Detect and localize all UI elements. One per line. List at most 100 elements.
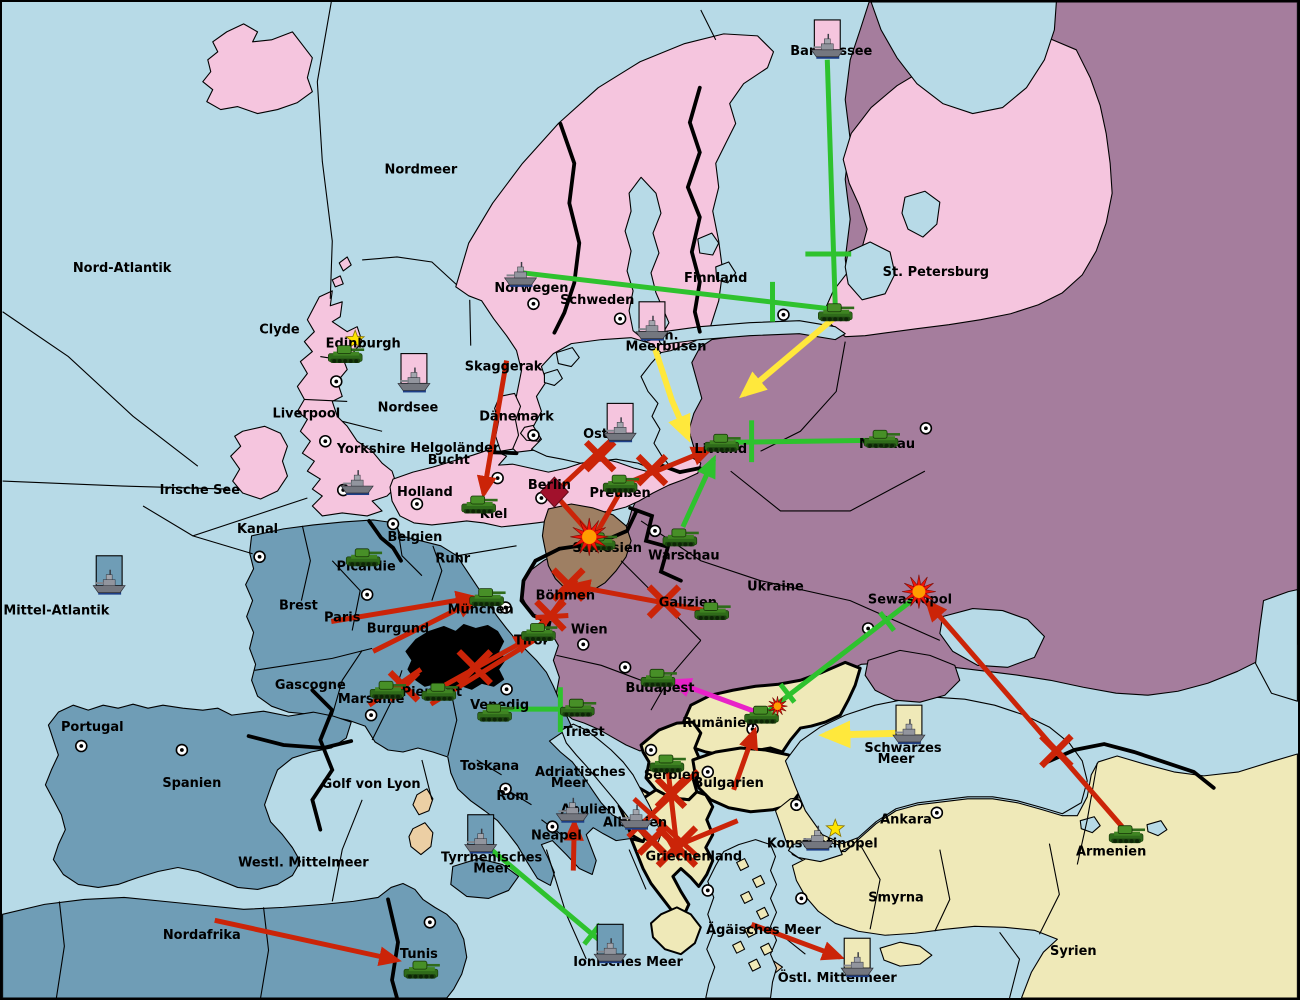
army-unit[interactable]: [461, 495, 498, 514]
fleet-unit[interactable]: [503, 261, 538, 287]
region-gulf-of-finland[interactable]: [655, 320, 846, 346]
region-kaspisches-meer[interactable]: [1255, 589, 1298, 702]
label-sewastopol: Sewastopol: [868, 593, 952, 608]
fleet-unit[interactable]: [619, 804, 653, 830]
region-ladogasee[interactable]: [844, 241, 896, 301]
region-st-petersburg[interactable]: [824, 38, 1113, 338]
province-border-line: [700, 9, 717, 41]
fleet-unit[interactable]: [635, 315, 669, 341]
label-westl-mittelmeer: Westl. Mittelmeer: [238, 856, 369, 871]
fleet-unit[interactable]: [555, 797, 589, 823]
army-unit[interactable]: [345, 548, 383, 567]
region-insel-7[interactable]: [760, 942, 774, 956]
region-finn-see-1[interactable]: [697, 232, 720, 256]
national-border-line: [310, 688, 335, 832]
army-unit[interactable]: [640, 668, 677, 687]
province-border-line: [396, 523, 423, 577]
region-sardinien[interactable]: [408, 822, 434, 856]
region-iberia[interactable]: [44, 703, 352, 890]
region-insel-1[interactable]: [736, 858, 750, 872]
order-arrow-red: [632, 796, 700, 859]
label-skaggerak: Skaggerak: [465, 360, 543, 375]
region-anatolien-syrien[interactable]: [791, 753, 1298, 998]
supply-center-icon: [795, 892, 808, 905]
region-schweden-see-1[interactable]: [555, 347, 580, 368]
region-korsika[interactable]: [412, 788, 434, 816]
label-toskana: Toskana: [460, 759, 519, 774]
fleet-unit[interactable]: [593, 938, 627, 964]
province-border-line: [2, 480, 228, 490]
region-orkney[interactable]: [331, 275, 344, 288]
region-onegasee[interactable]: [901, 190, 941, 238]
region-insel-6[interactable]: [732, 940, 746, 954]
region-zypern[interactable]: [879, 941, 933, 967]
army-unit[interactable]: [649, 754, 686, 773]
supply-center-icon: [648, 524, 662, 538]
order-arrow-green: [680, 454, 717, 528]
region-insel-5[interactable]: [744, 924, 758, 938]
label-finnland: Finnland: [684, 271, 747, 286]
region-krim[interactable]: [864, 649, 961, 703]
fleet-unit[interactable]: [892, 719, 926, 745]
region-insel-3[interactable]: [740, 890, 754, 904]
label-rum-nien: Rumänien: [682, 716, 755, 731]
label-paris: Paris: [324, 611, 361, 626]
province-border-line: [628, 849, 647, 890]
army-unit[interactable]: [477, 703, 514, 722]
supply-center-icon: [618, 661, 632, 674]
region-iceland[interactable]: [202, 23, 313, 115]
region-insel-2[interactable]: [752, 874, 766, 888]
army-unit[interactable]: [560, 698, 597, 717]
order-arrow-magenta: [668, 678, 758, 715]
fleet-owner-box: [895, 704, 923, 736]
supply-center-icon: [701, 765, 715, 779]
region-peloponnes[interactable]: [650, 906, 702, 956]
failed-order-icon: [646, 584, 682, 619]
army-unit[interactable]: [744, 705, 781, 724]
province-border-line: [300, 525, 311, 601]
supply-center-icon: [777, 308, 790, 322]
fleet-unit[interactable]: [840, 952, 874, 978]
label-irische-see: Irische See: [160, 483, 241, 498]
region-shetland[interactable]: [338, 256, 352, 272]
region-nordafrika[interactable]: [2, 882, 468, 998]
supply-center-icon: [576, 638, 590, 651]
region-insel-4[interactable]: [756, 906, 770, 920]
region-ireland[interactable]: [230, 425, 289, 500]
fleet-unit[interactable]: [340, 470, 374, 496]
fleet-unit[interactable]: [397, 367, 431, 393]
fleet-unit[interactable]: [810, 33, 844, 59]
army-unit[interactable]: [863, 429, 900, 448]
region-finn-see-2[interactable]: [715, 261, 737, 284]
label-nordmeer: Nordmeer: [385, 162, 458, 177]
army-unit[interactable]: [403, 960, 440, 979]
region-tuerkei-see-2[interactable]: [1146, 820, 1168, 837]
army-unit[interactable]: [818, 303, 855, 322]
label-meer: Meer: [878, 752, 915, 767]
province-border-line: [192, 535, 253, 555]
label-burgund: Burgund: [367, 621, 429, 636]
army-unit[interactable]: [369, 680, 406, 699]
fleet-unit[interactable]: [603, 417, 637, 443]
fleet-unit[interactable]: [92, 569, 126, 595]
army-unit[interactable]: [521, 623, 558, 641]
fleet-unit[interactable]: [464, 828, 498, 854]
label-armenien: Armenien: [1076, 845, 1146, 860]
region-insel-8[interactable]: [748, 958, 762, 972]
region-white-sea[interactable]: [870, 2, 1057, 115]
army-unit[interactable]: [704, 433, 741, 452]
army-unit[interactable]: [694, 602, 731, 621]
army-unit[interactable]: [1108, 825, 1146, 844]
army-unit[interactable]: [327, 345, 365, 364]
army-unit[interactable]: [662, 528, 699, 547]
army-unit[interactable]: [469, 588, 506, 607]
label-nordafrika: Nordafrika: [163, 928, 241, 943]
fleet-unit[interactable]: [800, 825, 834, 851]
army-unit[interactable]: [602, 474, 640, 493]
region-sizilien[interactable]: [450, 858, 520, 899]
region-asowsches-meer[interactable]: [939, 608, 1045, 668]
region-schweden-see-2[interactable]: [543, 368, 563, 387]
army-unit[interactable]: [421, 682, 458, 701]
province-border-line: [556, 654, 642, 681]
